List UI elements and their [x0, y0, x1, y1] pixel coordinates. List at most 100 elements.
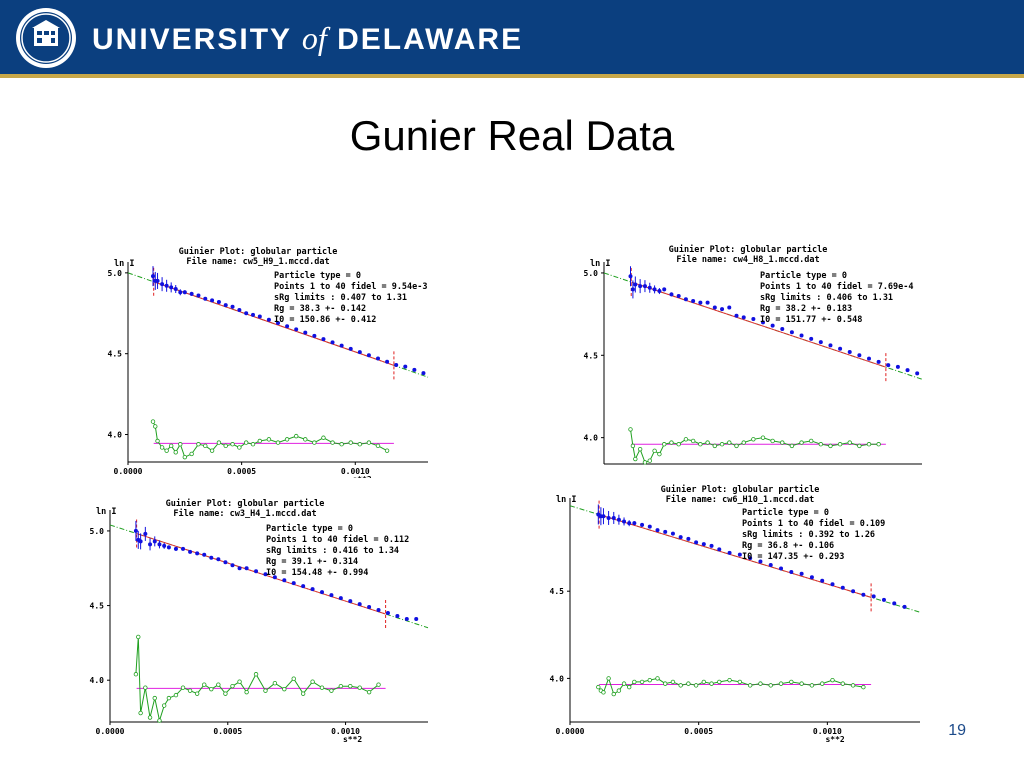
data-point — [357, 350, 362, 355]
residual-point — [293, 433, 299, 439]
data-point — [830, 582, 835, 587]
data-point — [385, 611, 390, 616]
data-point — [770, 323, 775, 328]
data-point — [657, 289, 662, 294]
data-point — [838, 346, 843, 351]
data-point — [237, 308, 242, 313]
residual-point — [698, 442, 703, 447]
header-banner: UNIVERSITY of DELAWARE — [0, 0, 1024, 78]
data-point — [338, 596, 343, 601]
data-point — [421, 371, 426, 376]
x-axis-label: s**2 — [343, 735, 362, 744]
data-point — [394, 363, 399, 367]
data-point — [727, 550, 732, 555]
data-point — [720, 307, 725, 312]
data-point — [230, 563, 235, 568]
residual-point — [747, 683, 753, 688]
residual-point — [866, 442, 872, 447]
data-point — [367, 605, 372, 610]
data-point — [320, 590, 324, 595]
residual-point — [626, 684, 632, 690]
data-point — [210, 298, 215, 303]
data-point — [881, 597, 886, 602]
residual-point — [330, 440, 335, 445]
data-point — [655, 528, 660, 533]
y-tick-label: 5.0 — [584, 269, 599, 278]
banner-stripe — [0, 74, 1024, 78]
data-point — [157, 542, 162, 547]
data-point — [376, 356, 380, 361]
fit-stats-line: sRg limits : 0.416 to 1.34 — [266, 545, 399, 556]
residual-point — [639, 679, 645, 685]
data-point — [867, 356, 871, 361]
residual-point — [357, 442, 363, 447]
data-point — [143, 531, 148, 536]
residual-point — [357, 685, 362, 690]
data-point — [871, 594, 876, 599]
data-point — [203, 296, 208, 301]
residual-series-line — [597, 676, 864, 695]
x-tick-label: 0.0005 — [213, 727, 242, 736]
data-point — [312, 333, 317, 338]
residual-point — [178, 442, 183, 447]
data-point — [196, 293, 201, 298]
data-point — [189, 291, 194, 296]
data-point — [601, 514, 606, 519]
residual-point — [257, 438, 263, 444]
y-axis-label: ln I — [114, 259, 134, 269]
x-tick-label: 0.0010 — [331, 727, 360, 736]
fit-stats-line: sRg limits : 0.407 to 1.31 — [274, 292, 407, 303]
residual-point — [187, 688, 193, 693]
data-point — [701, 542, 706, 547]
data-point — [902, 604, 907, 609]
residual-point — [152, 695, 157, 701]
data-point — [173, 546, 178, 551]
residual-point — [223, 443, 228, 449]
data-point — [164, 283, 169, 288]
fit-stats-line: Rg = 39.1 +- 0.314 — [266, 557, 358, 567]
x-tick-label: 0.0000 — [114, 467, 143, 476]
data-point — [173, 287, 178, 292]
data-point — [282, 578, 287, 583]
data-point — [627, 521, 632, 526]
residual-point — [310, 679, 315, 684]
y-tick-label: 4.0 — [90, 676, 105, 685]
residual-point — [669, 440, 674, 445]
data-point — [789, 570, 794, 575]
residual-point — [329, 688, 334, 693]
x-tick-label: 0.0000 — [556, 727, 585, 736]
plot-file-label: File name: cw4_H8_1.mccd.dat — [676, 254, 819, 265]
data-point — [395, 614, 400, 619]
residual-point — [876, 442, 881, 447]
data-point — [892, 601, 897, 606]
residual-point — [230, 442, 235, 447]
residual-point — [717, 679, 722, 685]
data-point — [669, 292, 674, 297]
residual-point — [263, 688, 268, 693]
data-point — [606, 515, 611, 520]
residual-point — [266, 437, 272, 442]
data-point — [638, 284, 643, 289]
y-tick-label: 4.5 — [108, 350, 123, 359]
data-point — [169, 285, 174, 290]
data-point — [780, 326, 785, 331]
residual-point — [809, 683, 815, 688]
fit-stats-line: Particle type = 0 — [274, 270, 361, 281]
residual-point — [693, 683, 699, 688]
data-point — [266, 317, 271, 322]
residual-point — [712, 443, 718, 449]
data-point — [640, 522, 645, 527]
residual-point — [196, 442, 201, 447]
residual-point — [808, 438, 814, 444]
data-point — [861, 592, 866, 597]
x-tick-label: 0.0005 — [227, 467, 256, 476]
residual-point — [760, 435, 766, 440]
data-point — [348, 346, 353, 351]
data-point — [840, 585, 845, 590]
fit-stats-line: I0 = 154.48 +- 0.994 — [266, 568, 368, 578]
residual-point — [663, 681, 668, 686]
data-point — [818, 340, 823, 345]
data-point — [216, 557, 221, 562]
plot-file-label: File name: cw3_H4_1.mccd.dat — [173, 508, 316, 519]
residual-point — [709, 681, 714, 686]
